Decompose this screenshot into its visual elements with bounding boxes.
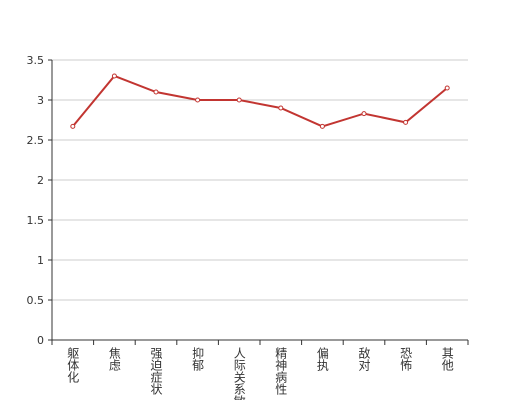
x-tick-label: 焦虑 <box>107 347 121 371</box>
point <box>444 85 450 91</box>
x-tick-label: 精神病性 <box>274 347 288 396</box>
x-tick-label: 躯体化 <box>66 346 80 384</box>
x-tick-label: 抑郁 <box>191 346 205 372</box>
point <box>361 111 367 117</box>
point <box>111 73 117 79</box>
x-tick-label: 恐怖 <box>399 347 413 371</box>
y-tick-label: 2 <box>37 174 44 187</box>
y-tick-label: 0 <box>37 334 44 347</box>
y-tick-label: 3.5 <box>27 54 45 67</box>
y-tick-label: 0.5 <box>27 294 45 307</box>
point <box>236 97 242 103</box>
x-tick-label: 偏执 <box>315 346 329 372</box>
point <box>70 123 76 129</box>
y-tick-label: 1 <box>37 254 44 267</box>
line <box>72 74 448 128</box>
y-tick-label: 1.5 <box>27 214 45 227</box>
y-tick-label: 2.5 <box>27 134 45 147</box>
point <box>153 89 159 95</box>
x-tick-label: 其他 <box>440 347 454 371</box>
x-tick-label: 人际关系敏感 <box>232 347 246 400</box>
x-tick-label: 敌对 <box>357 346 371 371</box>
point <box>278 105 284 111</box>
x-tick-label: 强迫症状 <box>149 347 163 395</box>
y-tick-label: 3 <box>37 94 44 107</box>
point <box>195 97 201 103</box>
point <box>319 123 325 129</box>
point <box>403 119 409 125</box>
